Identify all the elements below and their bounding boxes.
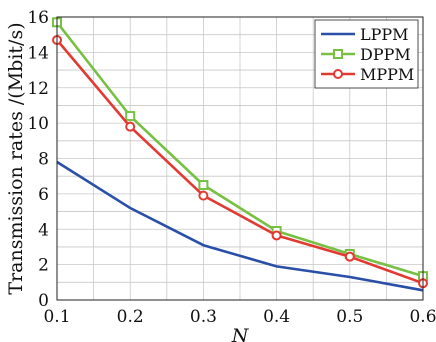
- y-tick-label: 14: [27, 43, 49, 63]
- series-line-mppm: [56, 39, 424, 285]
- y-tick-label: 2: [38, 256, 49, 276]
- x-tick-label: 0.4: [263, 307, 290, 327]
- x-axis-title: N: [231, 325, 250, 342]
- ticks: 0.1 0.2 0.3 0.4 0.5 0.6 0 2 4 6 8 10 12 14 16: [27, 8, 436, 327]
- series-line-lppm: [56, 160, 424, 292]
- y-tick-label: 10: [27, 114, 49, 134]
- x-tick-label: 0.6: [409, 307, 436, 327]
- legend-label-lppm: LPPM: [360, 25, 409, 44]
- y-tick-label: 4: [38, 220, 49, 240]
- data-point-mppm: [198, 190, 209, 201]
- y-tick-label: 8: [38, 150, 49, 170]
- data-point-mppm: [125, 121, 136, 132]
- data-point-dppm: [125, 111, 136, 122]
- legend-marker-mppm: [333, 69, 343, 79]
- y-tick-label: 0: [38, 291, 49, 311]
- x-tick-label: 0.5: [336, 307, 363, 327]
- x-tick-label: 0.2: [117, 307, 144, 327]
- legend-label-dppm: DPPM: [360, 45, 411, 64]
- data-point-mppm: [271, 230, 282, 241]
- series-line-dppm: [55, 21, 424, 278]
- y-tick-label: 16: [27, 8, 49, 28]
- x-tick-label: 0.1: [43, 307, 70, 327]
- legend-marker-dppm: [333, 49, 343, 59]
- legend-label-mppm: MPPM: [360, 65, 414, 84]
- y-axis-title: Transmission rates /(Mbit/s): [5, 22, 27, 294]
- y-tick-label: 12: [27, 79, 49, 99]
- y-tick-label: 6: [38, 185, 49, 205]
- x-tick-label: 0.3: [190, 307, 217, 327]
- plot-frame: [56, 16, 424, 301]
- data-point-mppm: [344, 251, 355, 262]
- data-point-dppm: [198, 180, 209, 191]
